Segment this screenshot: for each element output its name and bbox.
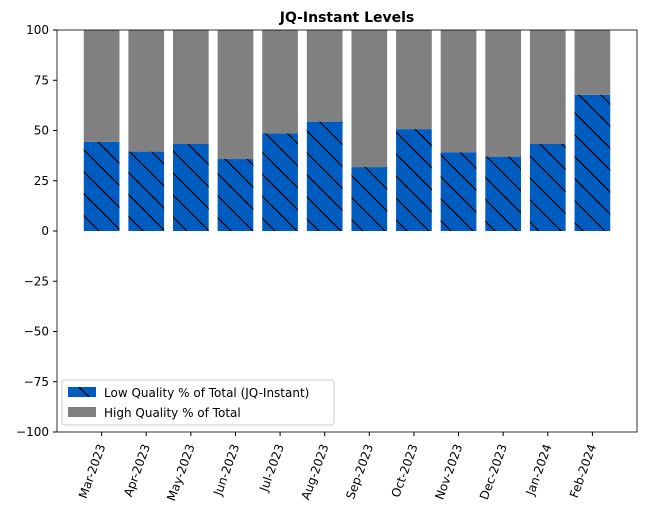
y-tick-label: 100	[26, 23, 49, 37]
x-tick-label: Nov-2023	[432, 442, 465, 501]
bar-hatch	[529, 143, 566, 231]
bar-hatch	[217, 159, 254, 231]
x-tick-label: Feb-2024	[567, 442, 599, 500]
y-tick-label: 50	[34, 124, 49, 138]
bar-hatch	[351, 167, 388, 231]
x-tick-label: Dec-2023	[477, 442, 510, 501]
y-tick-label: −25	[24, 274, 49, 288]
y-tick-label: 25	[34, 174, 49, 188]
bar-high-quality	[574, 30, 611, 95]
y-tick-label: −50	[24, 325, 49, 339]
bar-high-quality	[351, 30, 388, 168]
bar-hatch	[173, 143, 209, 231]
bar-high-quality	[262, 30, 298, 134]
x-tick-label: May-2023	[164, 442, 197, 503]
bar-hatch	[396, 129, 432, 231]
y-tick-label: 75	[34, 73, 49, 87]
bar-high-quality	[83, 30, 120, 142]
legend: Low Quality % of Total (JQ-Instant) High…	[61, 379, 335, 426]
bar-high-quality	[440, 30, 477, 153]
x-tick-label: Apr-2023	[121, 442, 153, 498]
bar-hatch	[574, 94, 611, 231]
x-tick-label: Jun-2023	[210, 442, 242, 498]
legend-label-high-quality: High Quality % of Total	[104, 406, 241, 420]
bar-hatch	[485, 156, 521, 231]
x-tick-label: Sep-2023	[343, 442, 376, 501]
bar-hatch	[128, 151, 165, 231]
bar-hatch	[83, 141, 120, 231]
bar-hatch	[262, 133, 298, 231]
bar-high-quality	[529, 30, 566, 144]
y-tick-label: −100	[16, 425, 49, 439]
bar-high-quality	[306, 30, 343, 122]
x-tick-label: Jan-2024	[523, 442, 555, 498]
bar-high-quality	[396, 30, 432, 130]
x-tick-label: Jul-2023	[257, 442, 287, 494]
bar-high-quality	[173, 30, 209, 144]
chart-title: JQ-Instant Levels	[279, 10, 415, 26]
x-tick-label: Aug-2023	[298, 442, 331, 502]
y-tick-label: −75	[24, 375, 49, 389]
bar-hatch	[440, 152, 477, 231]
bar-high-quality	[485, 30, 521, 157]
x-tick-label: Mar-2023	[76, 442, 109, 500]
y-tick-label: 0	[41, 224, 49, 238]
x-tick-label: Oct-2023	[389, 442, 421, 499]
bar-hatch	[306, 121, 343, 231]
bar-high-quality	[128, 30, 165, 152]
bar-high-quality	[217, 30, 254, 160]
legend-swatch-high-quality	[68, 407, 96, 417]
legend-label-low-quality: Low Quality % of Total (JQ-Instant)	[104, 386, 309, 400]
